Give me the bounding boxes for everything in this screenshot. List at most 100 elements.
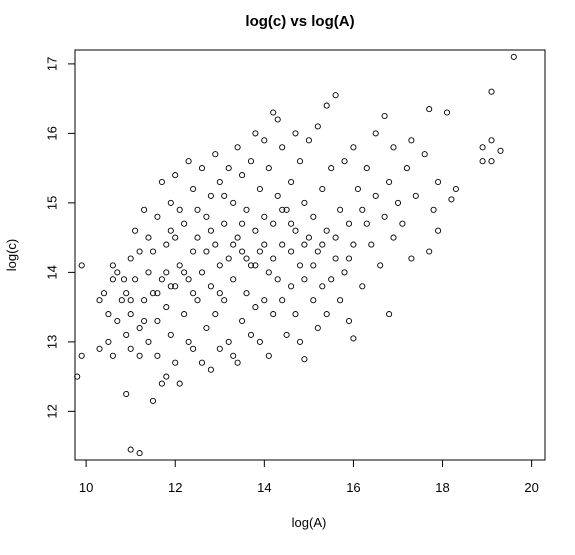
data-point: [265, 269, 272, 276]
data-point: [216, 178, 223, 186]
data-point: [221, 297, 228, 304]
data-point: [270, 109, 277, 116]
data-point: [261, 241, 268, 248]
data-point: [305, 137, 312, 144]
data-point: [109, 352, 116, 359]
data-point: [176, 380, 183, 387]
data-point: [163, 269, 170, 276]
x-tick-label: 12: [168, 480, 182, 495]
data-point: [74, 373, 81, 380]
data-point: [96, 297, 103, 304]
x-tick-label: 18: [435, 480, 449, 495]
data-point: [274, 276, 281, 283]
data-point: [185, 338, 192, 345]
data-point: [332, 92, 339, 99]
data-point: [270, 311, 277, 318]
y-tick-label: 12: [45, 404, 60, 418]
data-point: [292, 227, 299, 234]
data-point: [234, 359, 241, 366]
data-point: [176, 262, 183, 269]
x-axis-label: log(A): [292, 515, 327, 530]
data-point: [212, 151, 219, 158]
data-point: [301, 199, 308, 206]
data-point: [118, 297, 125, 304]
data-point: [323, 227, 330, 234]
data-point: [176, 206, 183, 213]
data-point: [239, 172, 246, 179]
data-point: [149, 290, 157, 297]
data-point: [190, 345, 197, 352]
data-point: [181, 220, 188, 227]
x-tick-label: 14: [257, 480, 271, 495]
data-point: [337, 206, 344, 213]
data-point: [190, 248, 197, 255]
data-point: [430, 206, 437, 213]
data-point: [190, 185, 197, 193]
data-point: [123, 390, 130, 398]
data-point: [96, 345, 103, 352]
data-point: [488, 88, 495, 95]
data-point: [256, 338, 263, 345]
data-point: [412, 192, 419, 199]
data-point: [194, 206, 201, 213]
data-point: [256, 248, 263, 255]
data-point: [381, 112, 388, 120]
data-point: [337, 297, 344, 304]
data-point: [100, 290, 108, 297]
data-point: [292, 130, 299, 137]
data-point: [145, 269, 152, 276]
data-point: [301, 241, 308, 248]
data-point: [435, 227, 442, 234]
data-point: [381, 213, 388, 220]
data-point: [163, 304, 170, 311]
data-point: [145, 234, 152, 241]
data-point: [408, 137, 415, 144]
data-point: [154, 317, 161, 325]
data-point: [149, 248, 157, 255]
data-point: [265, 165, 272, 172]
data-point: [114, 317, 121, 325]
data-point: [190, 290, 197, 297]
data-point: [154, 213, 161, 220]
data-point: [296, 338, 304, 345]
data-point: [105, 311, 112, 318]
data-point: [350, 144, 357, 151]
y-tick-label: 13: [45, 335, 60, 349]
data-point: [497, 147, 504, 154]
data-point: [239, 317, 246, 325]
data-point: [479, 144, 486, 151]
data-point: [181, 269, 188, 276]
data-point: [283, 206, 290, 213]
data-point: [136, 352, 143, 359]
data-point: [172, 283, 179, 290]
data-point: [114, 269, 121, 276]
data-point: [154, 352, 161, 359]
data-point: [163, 373, 170, 380]
data-point: [479, 158, 486, 165]
data-point: [488, 137, 495, 144]
data-point: [198, 359, 206, 366]
data-point: [408, 255, 415, 262]
data-point: [243, 206, 250, 213]
data-point: [328, 276, 335, 283]
data-point: [265, 352, 272, 359]
data-point: [149, 397, 157, 404]
data-point: [243, 255, 250, 262]
data-points: [74, 53, 517, 457]
data-point: [274, 192, 281, 199]
data-point: [123, 331, 130, 338]
data-point: [203, 324, 210, 332]
x-tick-label: 20: [524, 480, 538, 495]
data-point: [185, 158, 192, 165]
data-point: [127, 311, 134, 318]
data-point: [261, 297, 268, 304]
data-point: [127, 446, 134, 453]
data-point: [105, 338, 112, 345]
data-point: [363, 165, 370, 172]
data-point: [261, 213, 268, 220]
data-point: [225, 165, 232, 172]
data-point: [194, 234, 201, 241]
data-point: [261, 137, 268, 144]
data-point: [314, 123, 321, 130]
data-point: [167, 227, 174, 234]
